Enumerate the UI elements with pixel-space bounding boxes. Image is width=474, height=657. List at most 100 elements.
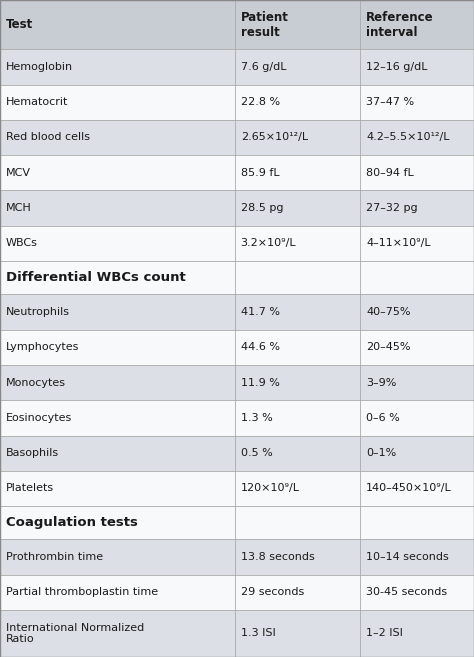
Text: 4.2–5.5×10¹²/L: 4.2–5.5×10¹²/L	[366, 133, 450, 143]
Bar	[235, 400, 360, 436]
Bar	[0, 155, 235, 191]
Text: 0–6 %: 0–6 %	[366, 413, 400, 423]
Text: MCH: MCH	[6, 203, 32, 213]
Text: 0–1%: 0–1%	[366, 448, 396, 458]
Bar	[0, 400, 235, 436]
Bar	[360, 226, 474, 261]
Bar	[0, 49, 235, 85]
Text: 27–32 pg: 27–32 pg	[366, 203, 418, 213]
Text: Basophils: Basophils	[6, 448, 59, 458]
Bar	[0, 330, 235, 365]
Text: 13.8 seconds: 13.8 seconds	[241, 552, 314, 562]
Bar	[360, 155, 474, 191]
Bar	[360, 0, 474, 49]
Text: Test: Test	[6, 18, 33, 31]
Bar	[235, 471, 360, 506]
Text: 1–2 ISI: 1–2 ISI	[366, 629, 403, 639]
Text: 30-45 seconds: 30-45 seconds	[366, 587, 447, 597]
Bar	[235, 506, 360, 539]
Text: WBCs: WBCs	[6, 238, 38, 248]
Bar	[0, 365, 235, 400]
Text: Monocytes: Monocytes	[6, 378, 66, 388]
Bar	[360, 120, 474, 155]
Bar	[360, 506, 474, 539]
Bar	[235, 85, 360, 120]
Bar	[235, 610, 360, 657]
Text: 41.7 %: 41.7 %	[241, 307, 280, 317]
Text: Reference
interval: Reference interval	[366, 11, 434, 39]
Bar	[0, 436, 235, 471]
Bar	[360, 330, 474, 365]
Text: 37–47 %: 37–47 %	[366, 97, 414, 107]
Text: 80–94 fL: 80–94 fL	[366, 168, 414, 178]
Text: 140–450×10⁹/L: 140–450×10⁹/L	[366, 484, 452, 493]
Text: 22.8 %: 22.8 %	[241, 97, 280, 107]
Bar	[235, 436, 360, 471]
Text: 10–14 seconds: 10–14 seconds	[366, 552, 449, 562]
Bar	[0, 471, 235, 506]
Text: MCV: MCV	[6, 168, 31, 178]
Bar	[360, 400, 474, 436]
Text: 29 seconds: 29 seconds	[241, 587, 304, 597]
Bar	[0, 506, 235, 539]
Bar	[235, 0, 360, 49]
Bar	[360, 191, 474, 226]
Bar	[360, 575, 474, 610]
Bar	[360, 294, 474, 330]
Bar	[0, 226, 235, 261]
Bar	[0, 85, 235, 120]
Text: Differential WBCs count: Differential WBCs count	[6, 271, 186, 284]
Text: Partial thromboplastin time: Partial thromboplastin time	[6, 587, 158, 597]
Bar	[235, 191, 360, 226]
Text: 3–9%: 3–9%	[366, 378, 397, 388]
Text: 85.9 fL: 85.9 fL	[241, 168, 279, 178]
Text: Hemoglobin: Hemoglobin	[6, 62, 73, 72]
Text: Coagulation tests: Coagulation tests	[6, 516, 138, 529]
Text: Eosinocytes: Eosinocytes	[6, 413, 72, 423]
Bar	[235, 365, 360, 400]
Bar	[0, 0, 235, 49]
Bar	[235, 120, 360, 155]
Bar	[360, 49, 474, 85]
Bar	[235, 575, 360, 610]
Text: 4–11×10⁹/L: 4–11×10⁹/L	[366, 238, 431, 248]
Text: 20–45%: 20–45%	[366, 342, 411, 352]
Text: 0.5 %: 0.5 %	[241, 448, 273, 458]
Text: Platelets: Platelets	[6, 484, 54, 493]
Text: 40–75%: 40–75%	[366, 307, 411, 317]
Bar	[235, 261, 360, 294]
Text: 11.9 %: 11.9 %	[241, 378, 280, 388]
Text: Red blood cells: Red blood cells	[6, 133, 90, 143]
Text: 1.3 %: 1.3 %	[241, 413, 273, 423]
Text: International Normalized
Ratio: International Normalized Ratio	[6, 623, 144, 645]
Text: 1.3 ISI: 1.3 ISI	[241, 629, 275, 639]
Bar	[235, 294, 360, 330]
Bar	[360, 471, 474, 506]
Text: Patient
result: Patient result	[241, 11, 289, 39]
Bar	[360, 436, 474, 471]
Bar	[235, 226, 360, 261]
Bar	[0, 191, 235, 226]
Bar	[360, 85, 474, 120]
Text: 44.6 %: 44.6 %	[241, 342, 280, 352]
Text: 120×10⁹/L: 120×10⁹/L	[241, 484, 300, 493]
Bar	[360, 261, 474, 294]
Bar	[0, 261, 235, 294]
Bar	[0, 539, 235, 575]
Bar	[235, 539, 360, 575]
Text: 2.65×10¹²/L: 2.65×10¹²/L	[241, 133, 308, 143]
Text: 3.2×10⁹/L: 3.2×10⁹/L	[241, 238, 296, 248]
Text: 28.5 pg: 28.5 pg	[241, 203, 283, 213]
Text: Lymphocytes: Lymphocytes	[6, 342, 79, 352]
Text: 12–16 g/dL: 12–16 g/dL	[366, 62, 428, 72]
Bar	[235, 155, 360, 191]
Bar	[360, 539, 474, 575]
Bar	[0, 610, 235, 657]
Bar	[360, 365, 474, 400]
Bar	[0, 120, 235, 155]
Bar	[235, 330, 360, 365]
Bar	[360, 610, 474, 657]
Bar	[235, 49, 360, 85]
Text: 7.6 g/dL: 7.6 g/dL	[241, 62, 286, 72]
Text: Prothrombin time: Prothrombin time	[6, 552, 103, 562]
